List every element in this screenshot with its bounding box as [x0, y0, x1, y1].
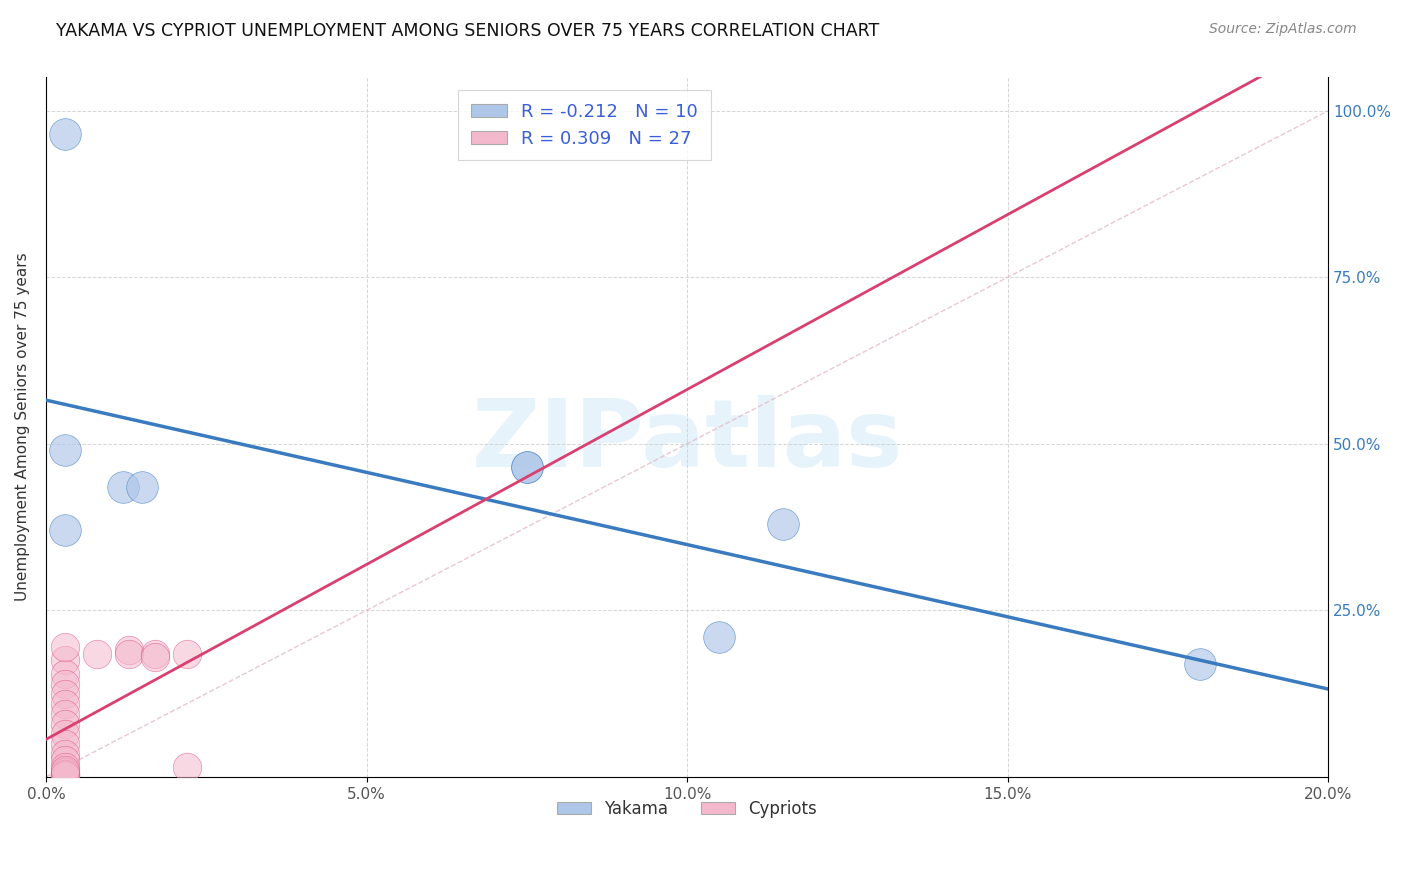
- Point: [53, 640, 76, 654]
- Point: [53, 753, 76, 767]
- Point: [53, 768, 76, 782]
- Point: [53, 768, 76, 782]
- Point: [86, 647, 108, 661]
- Point: [53, 726, 76, 740]
- Point: [176, 760, 198, 774]
- Text: Source: ZipAtlas.com: Source: ZipAtlas.com: [1209, 22, 1357, 37]
- Point: [53, 524, 76, 538]
- Point: [53, 706, 76, 721]
- Point: [1188, 657, 1211, 671]
- Point: [143, 647, 166, 661]
- Point: [707, 630, 730, 644]
- Point: [176, 647, 198, 661]
- Point: [118, 647, 141, 661]
- Point: [131, 480, 153, 494]
- Legend: Yakama, Cypriots: Yakama, Cypriots: [551, 793, 824, 824]
- Point: [143, 650, 166, 665]
- Point: [53, 716, 76, 731]
- Point: [516, 460, 538, 475]
- Point: [111, 480, 134, 494]
- Point: [53, 653, 76, 667]
- Point: [772, 516, 794, 531]
- Point: [53, 676, 76, 690]
- Point: [53, 764, 76, 779]
- Text: ZIPatlas: ZIPatlas: [471, 395, 903, 487]
- Point: [53, 760, 76, 774]
- Point: [516, 460, 538, 475]
- Point: [53, 687, 76, 701]
- Point: [53, 747, 76, 761]
- Point: [53, 737, 76, 751]
- Point: [53, 768, 76, 782]
- Point: [53, 666, 76, 681]
- Point: [53, 769, 76, 783]
- Point: [53, 697, 76, 711]
- Point: [53, 127, 76, 141]
- Text: YAKAMA VS CYPRIOT UNEMPLOYMENT AMONG SENIORS OVER 75 YEARS CORRELATION CHART: YAKAMA VS CYPRIOT UNEMPLOYMENT AMONG SEN…: [56, 22, 880, 40]
- Point: [53, 763, 76, 777]
- Point: [53, 443, 76, 458]
- Point: [53, 766, 76, 780]
- Point: [118, 643, 141, 657]
- Y-axis label: Unemployment Among Seniors over 75 years: Unemployment Among Seniors over 75 years: [15, 252, 30, 601]
